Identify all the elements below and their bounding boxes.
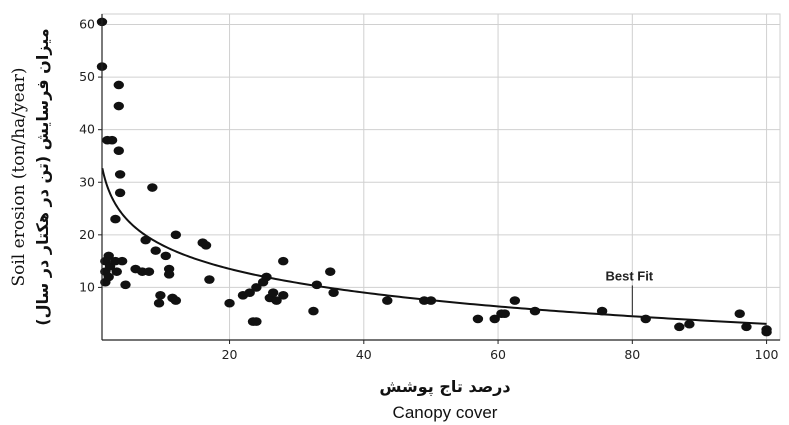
y-tick-label: 60 (79, 17, 95, 32)
data-point (163, 269, 175, 279)
grid-layer (102, 14, 780, 340)
data-point (120, 280, 131, 290)
data-point (116, 256, 128, 266)
data-point (640, 314, 651, 324)
x-axis-label-en: Canopy cover (393, 403, 498, 422)
data-point (170, 230, 182, 240)
tick-layer: 20 40 60 80 100 10 20 30 40 50 60 (79, 17, 778, 362)
data-point (261, 272, 272, 282)
data-point (741, 322, 752, 332)
data-point (170, 296, 182, 305)
data-point (499, 309, 510, 319)
y-axis-label-en: Soil erosion (ton/ha/year) (9, 67, 29, 286)
data-point (382, 296, 393, 305)
plot-frame (101, 13, 781, 341)
data-point (325, 267, 336, 276)
y-tick-label: 50 (79, 69, 95, 84)
y-tick-label: 40 (79, 122, 95, 137)
y-tick-label: 10 (79, 279, 95, 294)
annotation-layer: Best Fit (605, 268, 654, 317)
data-point (147, 183, 158, 192)
y-tick-label: 20 (79, 227, 95, 242)
data-point (113, 146, 124, 156)
data-point (155, 291, 166, 300)
data-point (734, 309, 745, 319)
data-point (106, 135, 118, 145)
data-point (200, 241, 212, 250)
data-point (509, 296, 521, 305)
x-tick-label: 80 (624, 347, 640, 362)
points-layer (96, 17, 772, 337)
data-point (328, 288, 339, 297)
x-axis-label-fa: درصد تاج پوشش (379, 377, 510, 397)
x-tick-label: 40 (356, 347, 372, 362)
x-tick-label: 60 (490, 347, 506, 362)
data-point (251, 317, 262, 326)
data-point (113, 101, 124, 111)
data-point (278, 256, 289, 266)
data-point (278, 291, 289, 300)
plot-area: 20 40 60 80 100 10 20 30 40 50 60 Best Fit (79, 13, 781, 362)
data-point (114, 188, 126, 198)
x-tick-label: 100 (755, 347, 779, 362)
data-point (529, 306, 541, 316)
x-tick-label: 20 (222, 347, 238, 362)
data-point (489, 314, 500, 324)
data-point (674, 322, 685, 332)
data-point (153, 298, 165, 308)
data-point (267, 288, 279, 297)
data-point (251, 283, 262, 292)
data-point (311, 280, 323, 290)
data-point (472, 314, 484, 324)
best-fit-label: Best Fit (605, 268, 653, 283)
data-point (114, 170, 126, 179)
data-point (204, 275, 215, 284)
data-point (425, 296, 437, 305)
data-point (143, 267, 155, 276)
data-point (761, 327, 772, 337)
data-point (110, 214, 121, 224)
axis-layer (101, 14, 780, 341)
data-point (111, 267, 122, 276)
y-tick-label: 30 (79, 174, 95, 189)
data-point (140, 235, 151, 245)
data-point (160, 251, 171, 261)
data-point (150, 246, 161, 255)
data-point (103, 272, 114, 282)
data-point (684, 319, 695, 329)
data-point (271, 296, 282, 305)
data-point (596, 306, 608, 316)
data-point (113, 80, 124, 90)
y-axis-label-fa: میزان فرسایش (تن در هکتار در سال) (33, 28, 52, 325)
data-point (224, 298, 235, 308)
data-point (244, 288, 255, 297)
data-point (308, 306, 319, 316)
data-point (103, 251, 114, 261)
